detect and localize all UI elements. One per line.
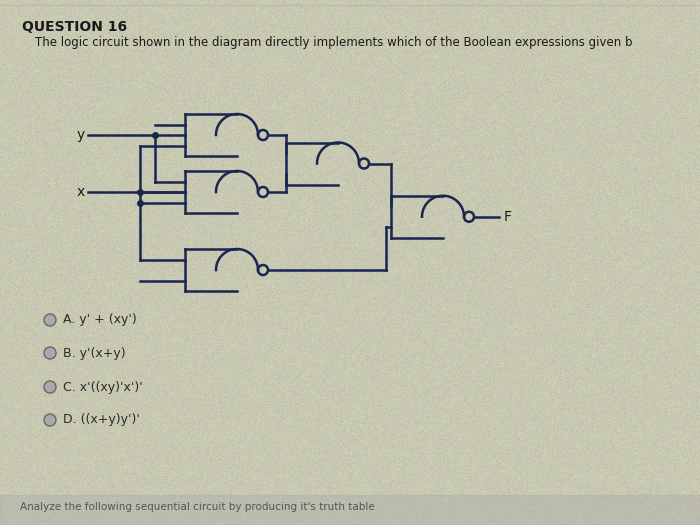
Text: F: F [504, 210, 512, 224]
Text: A. y' + (xy'): A. y' + (xy') [63, 313, 136, 327]
Circle shape [44, 414, 56, 426]
Text: y: y [77, 128, 85, 142]
Text: D. ((x+y)y')': D. ((x+y)y')' [63, 414, 140, 426]
Text: x: x [77, 185, 85, 199]
Text: C. x'((xy)'x')': C. x'((xy)'x')' [63, 381, 143, 394]
Text: Analyze the following sequential circuit by producing it's truth table: Analyze the following sequential circuit… [20, 502, 374, 512]
Text: QUESTION 16: QUESTION 16 [22, 20, 127, 34]
Circle shape [44, 381, 56, 393]
Text: The logic circuit shown in the diagram directly implements which of the Boolean : The logic circuit shown in the diagram d… [35, 36, 633, 49]
Text: B. y'(x+y): B. y'(x+y) [63, 346, 125, 360]
Circle shape [44, 314, 56, 326]
Circle shape [44, 347, 56, 359]
